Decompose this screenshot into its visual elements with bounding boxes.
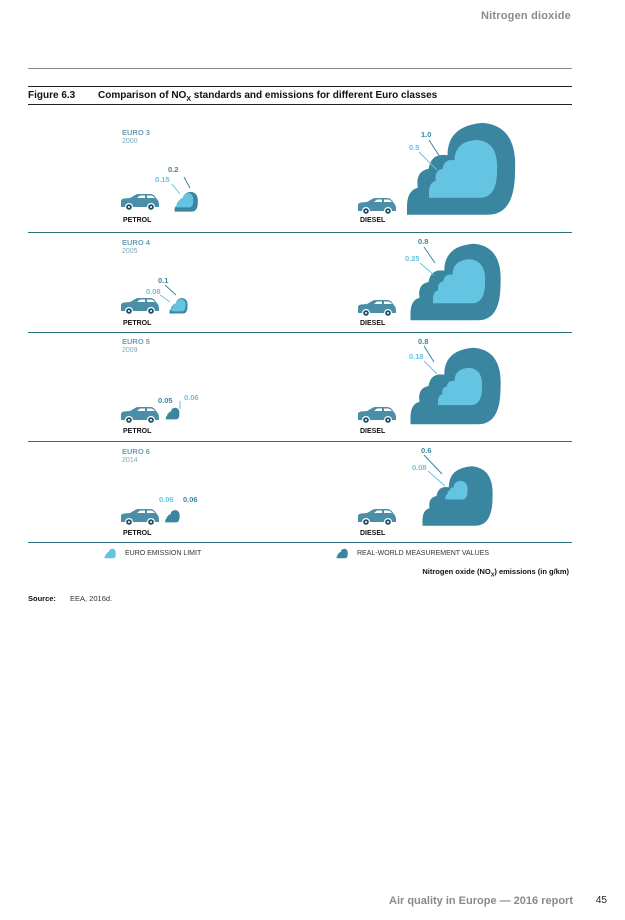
- petrol-limit-value: 0.06: [159, 495, 174, 504]
- units-note: Nitrogen oxide (NOX) emissions (in g/km): [422, 567, 569, 579]
- euro-class-label: EURO 5: [122, 337, 150, 346]
- diesel-car-icon: [358, 509, 396, 526]
- petrol-limit-value: 0.08: [146, 287, 161, 296]
- euro-class-year: 2000: [122, 138, 138, 145]
- footer-report-title: Air quality in Europe — 2016 report: [389, 895, 573, 907]
- petrol-real-cloud: [165, 510, 180, 523]
- petrol-car-icon: [121, 407, 159, 424]
- page-number: 45: [595, 895, 607, 906]
- diesel-label: DIESEL: [360, 217, 386, 224]
- petrol-label: PETROL: [123, 217, 152, 224]
- legend-real-label: REAL-WORLD MEASUREMENT VALUES: [357, 550, 489, 557]
- diesel-limit-value: 0.08: [412, 463, 427, 472]
- petrol-real-value: 0.05: [158, 396, 173, 405]
- diesel-limit-value: 0.25: [405, 254, 420, 263]
- figure-title-rule: [28, 104, 572, 105]
- source-text: EEA, 2016d.: [70, 594, 113, 603]
- diesel-real-value: 0.6: [421, 446, 432, 455]
- petrol-real-value: 0.1: [158, 276, 169, 285]
- diesel-real-value: 1.0: [421, 130, 432, 139]
- legend-real-icon: [336, 548, 348, 559]
- petrol-real-cloud: [165, 407, 180, 420]
- figure-number: Figure 6.3: [28, 90, 76, 101]
- petrol-real-value: 0.06: [183, 495, 198, 504]
- diesel-label: DIESEL: [360, 320, 386, 327]
- petrol-car-icon: [121, 509, 159, 526]
- row-separator: [28, 332, 572, 333]
- euro-class-label: EURO 6: [122, 447, 150, 456]
- euro-class-label: EURO 4: [122, 238, 150, 247]
- diesel-car-icon: [358, 300, 396, 317]
- source-label: Source:: [28, 594, 56, 603]
- euro-class-year: 2009: [122, 347, 138, 354]
- diesel-label: DIESEL: [360, 530, 386, 537]
- diesel-car-icon: [358, 407, 396, 424]
- petrol-limit-value: 0.06: [184, 393, 199, 402]
- petrol-label: PETROL: [123, 320, 152, 327]
- legend-limit-label: EURO EMISSION LIMIT: [125, 550, 202, 557]
- running-header: Nitrogen dioxide: [481, 10, 571, 22]
- euro-class-label: EURO 3: [122, 128, 150, 137]
- petrol-car-icon: [121, 298, 159, 315]
- petrol-car-icon: [121, 194, 159, 211]
- euro-class-year: 2005: [122, 248, 138, 255]
- figure-title: Comparison of NOX standards and emission…: [98, 90, 438, 103]
- petrol-limit-cloud: [176, 193, 194, 208]
- petrol-label: PETROL: [123, 428, 152, 435]
- diesel-limit-value: 0.5: [409, 143, 420, 152]
- diesel-limit-value: 0.18: [409, 352, 424, 361]
- euro-class-year: 2014: [122, 457, 138, 464]
- diesel-label: DIESEL: [360, 428, 386, 435]
- diesel-car-icon: [358, 198, 396, 215]
- row-separator: [28, 441, 572, 442]
- diesel-real-value: 0.8: [418, 237, 429, 246]
- top-rule: [28, 68, 572, 69]
- petrol-limit-value: 0.15: [155, 175, 170, 184]
- legend-limit-icon: [104, 548, 116, 559]
- petrol-label: PETROL: [123, 530, 152, 537]
- row-separator: [28, 232, 572, 233]
- figure-top-rule: [28, 86, 572, 87]
- row-separator: [28, 542, 572, 543]
- diesel-real-value: 0.8: [418, 337, 429, 346]
- petrol-real-value: 0.2: [168, 165, 179, 174]
